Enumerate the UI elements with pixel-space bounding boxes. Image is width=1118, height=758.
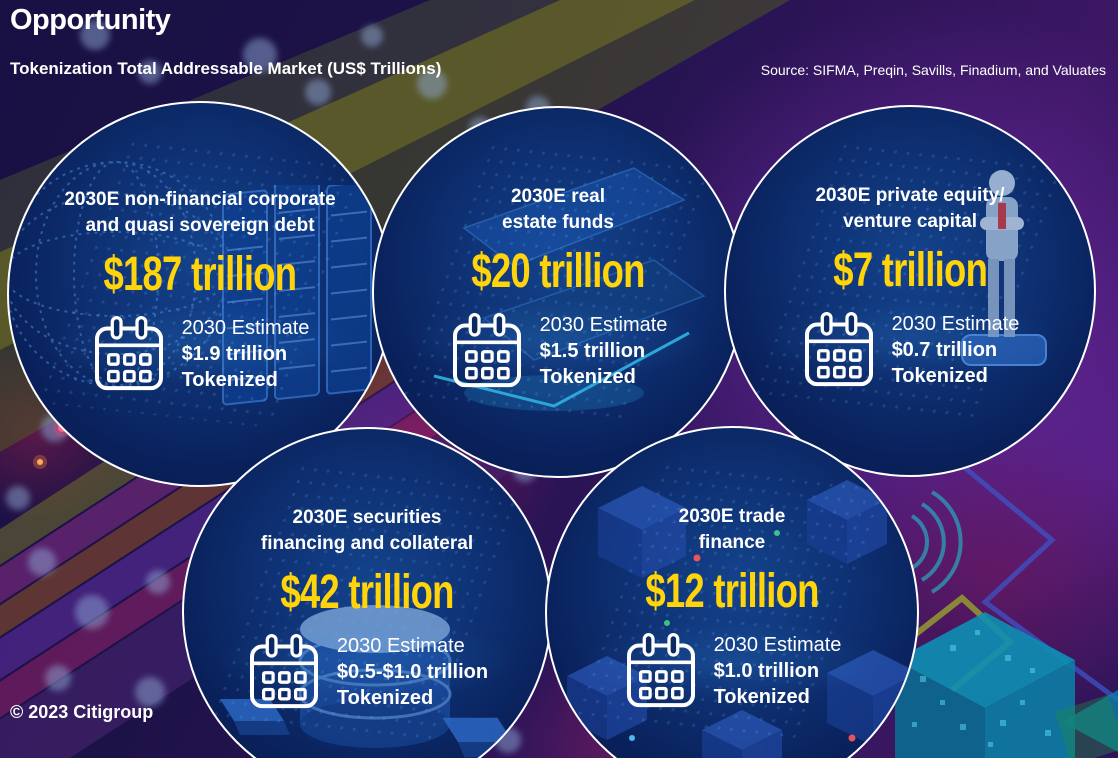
copyright: © 2023 Citigroup xyxy=(10,702,154,722)
market-size-value: $7 trillion xyxy=(833,244,988,298)
estimate-label: 2030 Estimate xyxy=(336,635,465,658)
calendar-icon xyxy=(249,634,318,709)
tokenized-estimate: 2030 Estimate $0.7 trillion Tokenized xyxy=(801,310,1020,390)
market-size-value: $12 trillion xyxy=(645,565,819,619)
estimate-suffix: Tokenized xyxy=(539,366,636,389)
segment-title: 2030E private equity/ venture capital xyxy=(815,185,1005,233)
tokenized-estimate: 2030 Estimate $0.5-$1.0 trillion Tokeniz… xyxy=(246,632,488,712)
source-note: Source: SIFMA, Preqin, Savills, Finadium… xyxy=(760,62,1106,78)
market-size-value: $42 trillion xyxy=(280,566,454,620)
estimate-suffix: Tokenized xyxy=(891,365,988,388)
estimate-label: 2030 Estimate xyxy=(713,634,842,657)
estimate-label: 2030 Estimate xyxy=(539,314,668,337)
estimate-label: 2030 Estimate xyxy=(181,317,310,340)
estimate-suffix: Tokenized xyxy=(713,686,810,709)
bubble-private-equity: 2030E private equity/ venture capital $7… xyxy=(724,105,1096,477)
segment-title: 2030E non-financial corporate and quasi … xyxy=(64,189,336,237)
segment-title: 2030E real estate funds xyxy=(502,186,614,234)
chart-title: Tokenization Total Addressable Market (U… xyxy=(10,59,442,78)
estimate-value: $0.5-$1.0 trillion xyxy=(336,661,489,684)
tokenized-estimate: 2030 Estimate $1.0 trillion Tokenized xyxy=(623,631,842,711)
calendar-icon xyxy=(94,316,163,391)
circuit-cube-decoration xyxy=(895,612,1118,758)
estimate-suffix: Tokenized xyxy=(336,687,434,710)
calendar-icon xyxy=(452,313,521,388)
bubble-real-estate-funds: 2030E real estate funds $20 trillion 203… xyxy=(372,106,744,478)
market-size-value: $187 trillion xyxy=(103,248,298,302)
estimate-value: $1.0 trillion xyxy=(713,660,820,683)
estimate-value: $1.5 trillion xyxy=(539,340,646,363)
segment-title: 2030E securities financing and collatera… xyxy=(260,507,474,555)
market-size-value: $20 trillion xyxy=(471,245,645,299)
estimate-suffix: Tokenized xyxy=(181,369,278,392)
calendar-icon xyxy=(626,633,695,708)
estimate-value: $1.9 trillion xyxy=(181,343,288,366)
bubble-securities-financing: 2030E securities financing and collatera… xyxy=(182,427,552,758)
calendar-icon xyxy=(804,312,873,387)
estimate-value: $0.7 trillion xyxy=(891,339,998,362)
segment-title: 2030E trade finance xyxy=(678,506,786,554)
tokenized-estimate: 2030 Estimate $1.9 trillion Tokenized xyxy=(91,314,310,394)
bubble-trade-finance: 2030E trade finance $12 trillion 2030 Es… xyxy=(545,426,919,758)
signal-arcs-icon xyxy=(910,490,963,594)
estimate-label: 2030 Estimate xyxy=(891,313,1020,336)
page-title: Opportunity xyxy=(10,4,171,36)
tokenized-estimate: 2030 Estimate $1.5 trillion Tokenized xyxy=(449,311,668,391)
